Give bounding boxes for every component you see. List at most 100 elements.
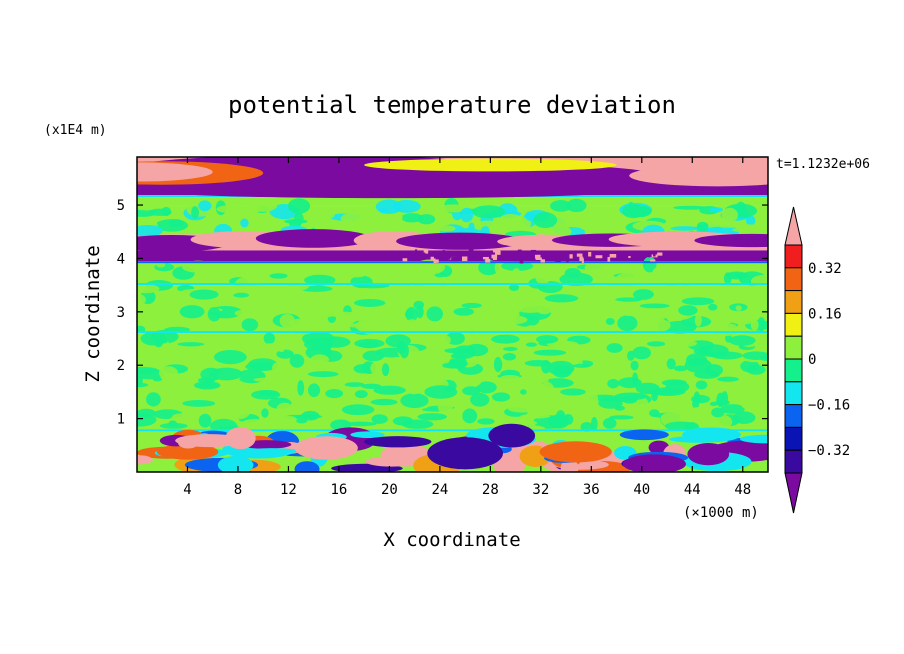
colorbar-box xyxy=(784,404,803,428)
contour-patch xyxy=(470,392,490,407)
contour-patch xyxy=(263,332,275,345)
contour-speck xyxy=(650,259,656,262)
colorbar-box xyxy=(784,381,803,406)
contour-patch xyxy=(179,305,205,319)
contour-patch xyxy=(571,217,592,224)
contour-patch xyxy=(651,315,658,321)
contour-patch xyxy=(414,319,440,332)
contour-patch xyxy=(406,355,421,369)
contour-patch xyxy=(632,372,639,387)
x-tick-label: 8 xyxy=(234,482,242,498)
contour-patch xyxy=(137,366,159,375)
contour-upper-purple xyxy=(162,185,617,199)
contour-patch xyxy=(494,261,502,274)
contour-patch xyxy=(691,394,710,404)
contour-speck xyxy=(414,249,418,254)
contour-patch xyxy=(159,422,188,429)
contour-patch xyxy=(271,361,291,375)
contour-patch xyxy=(370,362,382,375)
contour-patch xyxy=(361,383,382,389)
contour-patch xyxy=(673,205,707,210)
contour-patch xyxy=(466,333,493,344)
x-tick-label: 16 xyxy=(330,482,347,498)
contour-patch xyxy=(560,388,586,396)
contour-patch xyxy=(711,407,725,418)
contour-patch xyxy=(437,399,453,415)
contour-patch xyxy=(604,283,630,296)
contour-patch xyxy=(588,392,599,405)
contour-patch xyxy=(241,318,259,332)
contour-eddy xyxy=(363,436,432,448)
contour-speck xyxy=(491,254,498,259)
contour-patch xyxy=(464,374,482,387)
contour-patch xyxy=(407,387,422,395)
contour-patch xyxy=(630,360,639,371)
chart-title: potential temperature deviation xyxy=(228,91,676,119)
y-unit-label: (x1E4 m) xyxy=(44,123,107,138)
contour-patch xyxy=(664,421,697,431)
contour-patch xyxy=(502,353,517,361)
contour-speck xyxy=(588,251,592,257)
contour-patch xyxy=(633,289,654,300)
contour-patch xyxy=(520,389,527,395)
contour-patch xyxy=(735,305,742,311)
contour-patch xyxy=(307,208,335,221)
contour-patch xyxy=(461,302,482,309)
contour-eddy xyxy=(365,456,417,467)
contour-patch xyxy=(259,343,288,348)
contour-patch xyxy=(161,206,171,217)
contour-patch xyxy=(494,315,528,325)
y-axis: 1 2 3 4 5 xyxy=(117,198,768,428)
x-tick-label: 20 xyxy=(381,482,398,498)
contour-patch xyxy=(426,306,444,322)
contour-patch xyxy=(140,331,167,346)
contour-patch xyxy=(284,219,308,224)
contour-patch xyxy=(440,299,458,311)
contour-field xyxy=(137,157,768,472)
contour-speck xyxy=(414,258,420,261)
contour-patch xyxy=(676,273,704,280)
contour-patch xyxy=(403,409,423,416)
contour-patch xyxy=(525,325,538,331)
contour-patch xyxy=(383,267,394,279)
contour-patch xyxy=(247,198,278,212)
y-axis-label: Z coordinate xyxy=(82,245,104,382)
contour-speck xyxy=(628,255,631,259)
contour-speck xyxy=(519,259,524,264)
contour-patch xyxy=(681,297,715,306)
contour-patch xyxy=(741,402,768,411)
contour-patch xyxy=(471,205,506,219)
contour-patch xyxy=(659,210,689,221)
contour-patch xyxy=(413,259,446,275)
contour-eddy xyxy=(740,434,768,444)
contour-patch xyxy=(159,366,178,380)
contour-patch xyxy=(417,214,436,225)
contour-patch xyxy=(375,199,403,214)
contour-patch xyxy=(646,341,666,347)
contour-patch xyxy=(137,224,163,237)
contour-patch xyxy=(504,298,511,307)
contour-patch xyxy=(304,274,336,286)
contour-patch xyxy=(189,289,219,300)
contour-patch xyxy=(216,205,246,214)
contour-patch xyxy=(362,350,385,362)
contour-patch xyxy=(358,221,378,232)
contour-patch xyxy=(509,284,520,291)
contour-patch xyxy=(342,284,353,295)
contour-speck xyxy=(579,256,584,261)
contour-patch xyxy=(540,262,552,275)
contour-patch xyxy=(137,408,156,418)
contour-speck xyxy=(442,250,446,254)
contour-patch xyxy=(682,280,690,294)
contour-eddy xyxy=(350,431,385,439)
contour-speck xyxy=(423,249,429,253)
contour-patch xyxy=(710,323,740,337)
contour-speck xyxy=(470,257,474,260)
contour-patch xyxy=(525,342,538,347)
contour-patch xyxy=(137,202,163,211)
contour-patch xyxy=(759,354,768,361)
contour-speck xyxy=(566,257,569,263)
contour-patch xyxy=(154,340,163,348)
contour-speck xyxy=(461,256,468,262)
contour-patch xyxy=(289,353,305,368)
